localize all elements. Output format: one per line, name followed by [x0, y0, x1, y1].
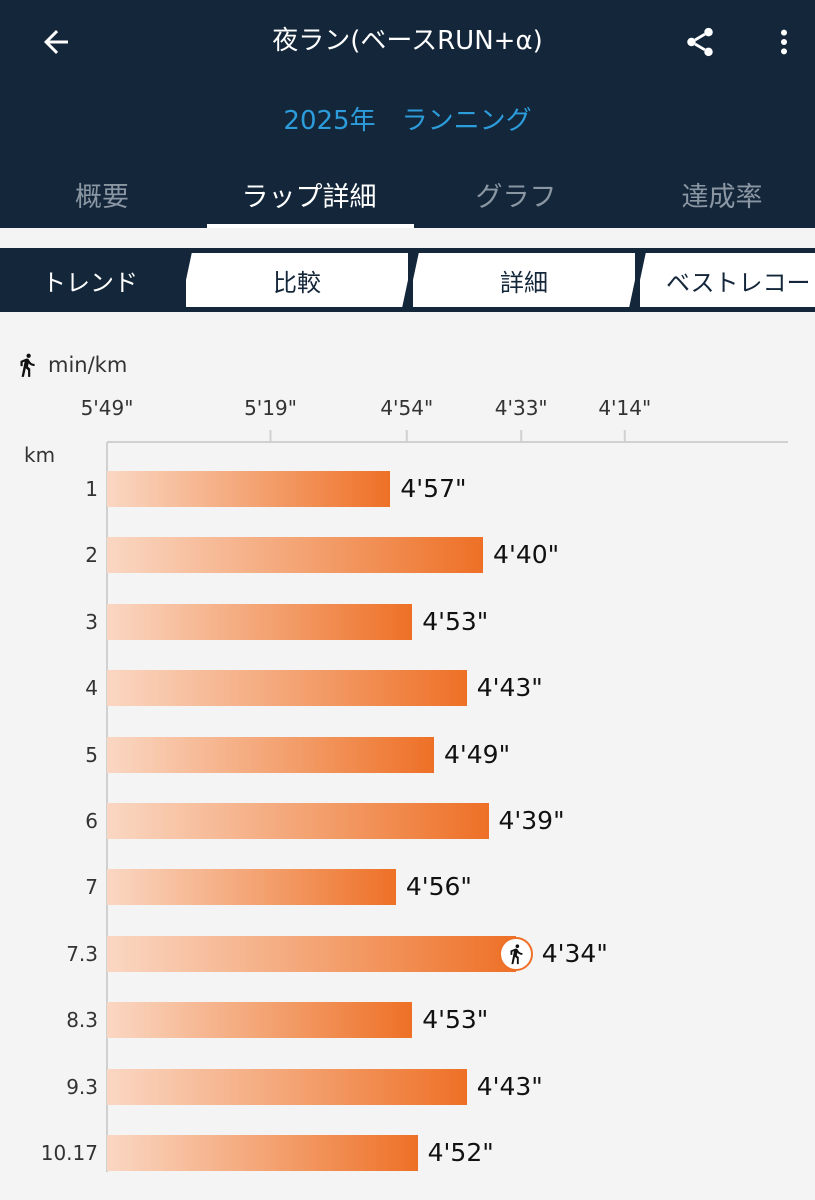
lap-distance-label: 3	[85, 609, 98, 634]
lap-pace-bar[interactable]	[107, 537, 484, 574]
subtab-detail[interactable]: 詳細	[413, 248, 635, 312]
category-axis-label: km	[24, 443, 56, 467]
more-vertical-icon	[781, 29, 787, 55]
runner-icon	[20, 353, 35, 377]
lap-pace-value: 4'34"	[541, 938, 608, 968]
lap-distance-label: 7.3	[66, 941, 98, 966]
lap-distance-label: 2	[85, 543, 98, 568]
share-icon	[687, 27, 713, 57]
best-lap-runner-icon	[498, 936, 533, 971]
unit-label: min/km	[48, 353, 128, 377]
lap-distance-label: 6	[85, 809, 98, 833]
tab-graph[interactable]: グラフ	[475, 181, 557, 213]
page-title: 夜ラン(ベースRUN+α)	[272, 26, 543, 56]
lap-pace-bar[interactable]	[107, 1135, 418, 1171]
subtab-detail-label: 詳細	[500, 268, 548, 297]
axis-tick-label: 5'19"	[244, 396, 297, 420]
lap-pace-value: 4'40"	[493, 540, 560, 570]
lap-pace-bar[interactable]	[107, 1068, 467, 1105]
subtab-trend[interactable]: トレンド	[0, 248, 180, 312]
lap-distance-label: 1	[85, 477, 98, 501]
lap-pace-value: 4'39"	[498, 806, 565, 835]
lap-pace-bar[interactable]	[107, 603, 413, 640]
axis-tick-label: 4'33"	[494, 396, 548, 420]
main-tabs: 概要 ラップ詳細 グラフ 達成率	[0, 160, 815, 228]
lap-pace-bar[interactable]	[107, 670, 467, 707]
lap-distance-label: 10.17	[40, 1141, 98, 1165]
subtab-best-record-label: ベストレコード	[666, 268, 815, 297]
sub-tabs: トレンド 比較 詳細 ベストレコード	[0, 248, 815, 312]
lap-distance-label: 4	[85, 676, 98, 701]
activity-subtitle: 2025年 ランニング	[283, 106, 532, 136]
lap-pace-bar[interactable]	[107, 736, 434, 773]
subtab-compare[interactable]: 比較	[186, 248, 408, 312]
pace-unit: min/km	[14, 352, 127, 378]
subtab-trend-label: トレンド	[42, 268, 138, 297]
axis-tick-label: 4'54"	[380, 396, 434, 420]
lap-distance-label: 5	[85, 742, 98, 767]
tab-lap-details[interactable]: ラップ詳細	[241, 181, 377, 213]
axis-tick-label: 4'14"	[598, 396, 652, 420]
arrow-back-icon	[44, 30, 68, 54]
tab-achievement[interactable]: 達成率	[681, 181, 763, 213]
back-button[interactable]	[28, 16, 84, 68]
tab-overview[interactable]: 概要	[75, 181, 129, 213]
lap-pace-value: 4'57"	[400, 474, 467, 503]
lap-pace-value: 4'56"	[405, 872, 472, 902]
lap-pace-bar[interactable]	[107, 1002, 413, 1039]
subtab-best-record[interactable]: ベストレコード	[640, 248, 815, 312]
lap-pace-value: 4'49"	[444, 739, 511, 769]
lap-pace-value: 4'52"	[427, 1138, 494, 1167]
share-button[interactable]	[676, 18, 724, 66]
lap-pace-bar[interactable]	[107, 869, 396, 906]
lap-distance-label: 7	[85, 875, 98, 900]
lap-pace-bar[interactable]	[107, 935, 516, 972]
more-button[interactable]	[760, 18, 808, 66]
lap-pace-bar[interactable]	[107, 803, 489, 839]
lap-pace-value: 4'43"	[476, 1071, 543, 1101]
active-tab-indicator	[207, 224, 414, 228]
lap-pace-value: 4'53"	[422, 1005, 489, 1035]
axis-tick-label: 5'49"	[80, 396, 134, 420]
lap-distance-label: 8.3	[66, 1008, 98, 1033]
lap-pace-value: 4'43"	[476, 673, 543, 703]
lap-pace-bar[interactable]	[107, 471, 391, 507]
app-header: 夜ラン(ベースRUN+α) 2025年 ランニング 概要 ラップ詳細 グラフ 達…	[0, 0, 815, 228]
subtab-compare-label: 比較	[273, 268, 321, 297]
lap-distance-label: 9.3	[66, 1074, 98, 1099]
lap-pace-value: 4'53"	[422, 606, 489, 636]
